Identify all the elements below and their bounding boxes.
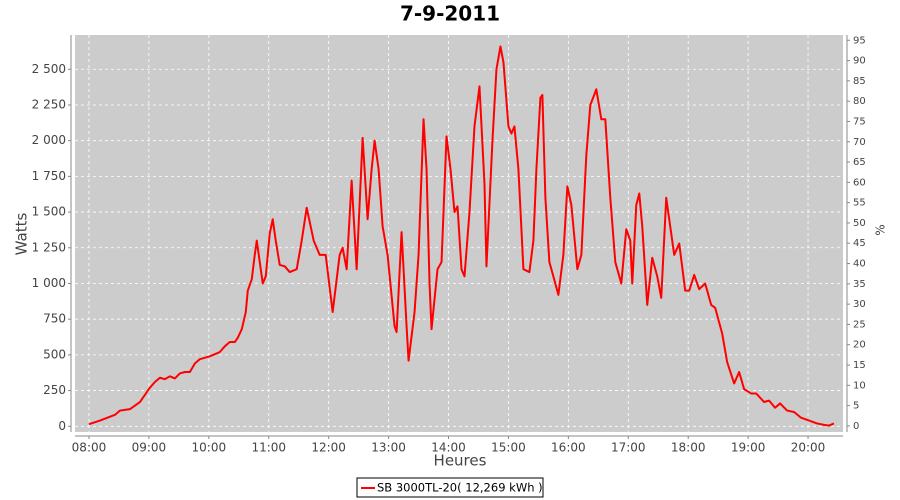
y2-tick-label: 60 xyxy=(853,177,866,188)
y2-tick-label: 90 xyxy=(853,56,866,67)
y2-tick-label: 0 xyxy=(853,421,859,432)
y2-tick-label: 30 xyxy=(853,299,866,310)
x-tick-label: 17:00 xyxy=(611,441,646,455)
y-tick-label: 250 xyxy=(43,383,66,397)
x-tick-label: 13:00 xyxy=(371,441,406,455)
y2-tick-label: 10 xyxy=(853,380,866,391)
y-tick-label: 2 250 xyxy=(32,97,66,111)
y2-tick-label: 75 xyxy=(853,116,866,127)
x-tick-label: 08:00 xyxy=(72,441,107,455)
y2-tick-label: 55 xyxy=(853,198,866,209)
x-tick-label: 18:00 xyxy=(671,441,706,455)
x-axis-label: Heures xyxy=(434,452,487,470)
y2-tick-label: 65 xyxy=(853,157,866,168)
y-tick-label: 0 xyxy=(58,419,66,433)
legend xyxy=(356,477,544,498)
y2-tick-label: 35 xyxy=(853,279,866,290)
legend-label: SB 3000TL-20( 12,269 kWh ) xyxy=(377,481,543,495)
y2-tick-label: 70 xyxy=(853,137,866,148)
y-tick-label: 750 xyxy=(43,312,66,326)
chart-title: 7-9-2011 xyxy=(400,2,500,26)
y2-tick-label: 25 xyxy=(853,319,866,330)
data-line xyxy=(88,45,835,427)
y-tick-label: 1 000 xyxy=(32,276,66,290)
x-tick-label: 14:00 xyxy=(431,441,466,455)
y-tick-label: 500 xyxy=(43,347,66,361)
y-axis-label: Watts xyxy=(13,213,31,256)
y-tick-label: 1 250 xyxy=(32,240,66,254)
y2-tick-label: 15 xyxy=(853,360,866,371)
y-tick-label: 2 000 xyxy=(32,133,66,147)
x-tick-label: 11:00 xyxy=(251,441,286,455)
y2-tick-label: 85 xyxy=(853,76,866,87)
y2-tick-label: 20 xyxy=(853,340,866,351)
x-tick-label: 09:00 xyxy=(132,441,167,455)
x-tick-label: 16:00 xyxy=(551,441,586,455)
x-tick-label: 15:00 xyxy=(491,441,526,455)
y2-tick-label: 50 xyxy=(853,218,866,229)
y-tick-label: 2 500 xyxy=(32,62,66,76)
x-tick-label: 12:00 xyxy=(311,441,346,455)
y-tick-label: 1 750 xyxy=(32,169,66,183)
x-tick-label: 19:00 xyxy=(731,441,766,455)
y2-tick-label: 95 xyxy=(853,35,866,46)
y2-tick-label: 45 xyxy=(853,238,866,249)
x-tick-label: 10:00 xyxy=(192,441,227,455)
y2-tick-label: 40 xyxy=(853,259,866,270)
x-tick-label: 20:00 xyxy=(791,441,826,455)
y2-tick-label: 80 xyxy=(853,96,866,107)
y2-axis-label: % xyxy=(874,224,888,235)
y-tick-label: 1 500 xyxy=(32,205,66,219)
y2-tick-label: 5 xyxy=(853,401,859,412)
